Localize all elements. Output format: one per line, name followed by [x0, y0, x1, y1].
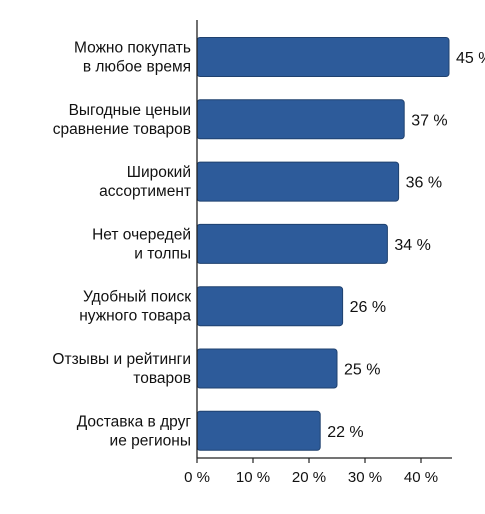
value-label-0: 45 % — [456, 50, 485, 67]
x-tick-label-2: 20 % — [292, 469, 326, 486]
category-label-line: в любое время — [83, 59, 191, 76]
category-label-1: Выгодные ценыи сравнение товаров — [53, 102, 191, 138]
x-tick-label-4: 40 % — [404, 469, 438, 486]
category-label-line: Удобный поиск — [83, 289, 191, 306]
category-label-line: сравнение товаров — [53, 121, 191, 138]
category-label-line: и толпы — [134, 245, 191, 262]
category-label-line: нужного товара — [79, 308, 191, 325]
category-label-line: Отзывы и рейтинги — [52, 351, 191, 368]
bar-5 — [196, 348, 338, 389]
bars-group — [196, 37, 450, 451]
value-label-6: 22 % — [327, 424, 363, 441]
category-label-0: Можно покупать в любое время — [74, 40, 191, 76]
bar-6 — [196, 410, 321, 451]
value-label-4: 26 % — [350, 299, 386, 316]
category-label-line: Можно покупать — [74, 40, 191, 57]
bar-3 — [196, 223, 388, 264]
category-label-line: Нет очередей — [92, 226, 191, 243]
category-label-line: ие регионы — [110, 432, 191, 449]
category-label-4: Удобный поиск нужного товара — [79, 289, 191, 325]
value-label-5: 25 % — [344, 362, 380, 379]
bar-1 — [196, 99, 405, 140]
x-tick-label-3: 30 % — [348, 469, 382, 486]
bar-0 — [196, 37, 450, 77]
value-label-1: 37 % — [411, 112, 447, 129]
category-label-3: Нет очередей и толпы — [92, 226, 191, 262]
category-label-line: товаров — [133, 370, 191, 387]
category-label-5: Отзывы и рейтинги товаров — [52, 351, 191, 387]
category-label-line: Широкий — [127, 164, 191, 181]
bar-4 — [196, 286, 344, 327]
category-label-line: Выгодные ценыи — [69, 102, 191, 119]
axes-group: 0 % 10 % 20 % 30 % 40 % — [184, 20, 452, 486]
bar-2 — [196, 161, 400, 202]
x-tick-label-1: 10 % — [236, 469, 270, 486]
category-label-line: Доставка в друг — [77, 413, 192, 430]
value-label-3: 34 % — [394, 237, 430, 254]
value-labels-group: 45 % 37 % 36 % 34 % 26 % 25 % 22 % — [327, 50, 485, 441]
category-label-6: Доставка в друг ие регионы — [77, 413, 192, 449]
category-label-2: Широкий ассортимент — [99, 164, 191, 200]
x-tick-label-0: 0 % — [184, 469, 210, 486]
category-label-line: ассортимент — [99, 183, 191, 200]
value-label-2: 36 % — [406, 175, 442, 192]
category-labels-group: Можно покупать в любое время Выгодные цены… — [52, 40, 191, 450]
